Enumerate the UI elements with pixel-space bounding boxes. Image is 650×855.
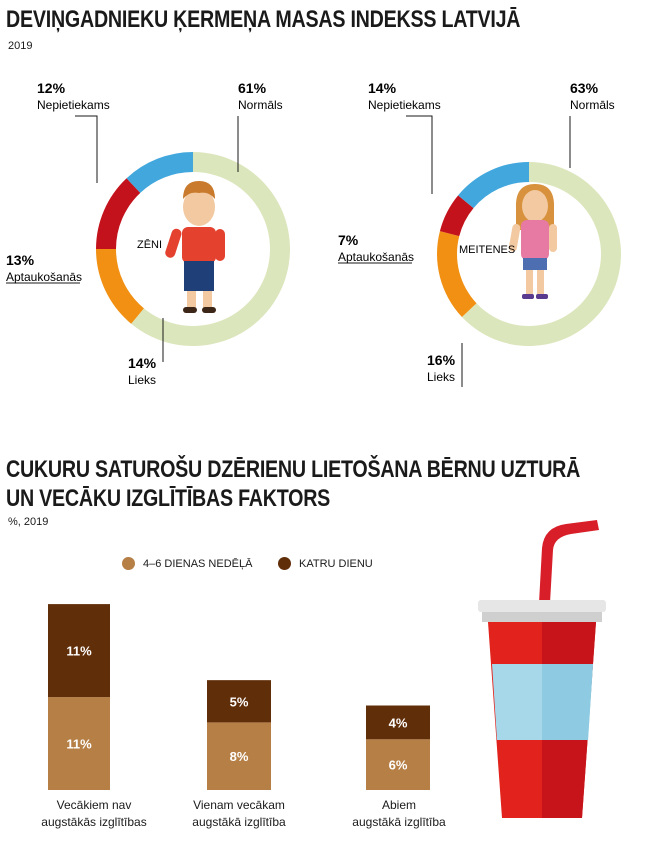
legend-swatch-light <box>122 557 135 570</box>
sugar-chart-title-line2: UN VECĀKU IZGLĪTĪBAS FAKTORS <box>6 485 331 512</box>
bar-value-label: 8% <box>230 749 249 764</box>
bmi-donut-charts: 61% Normāls 14% Lieks 13% Aptaukošanās 12% Nepi… <box>6 80 622 387</box>
bar-value-label: 11% <box>66 644 92 659</box>
slice-category-label: Nepietiekams <box>37 98 110 112</box>
slice-value-label: 63% <box>570 80 599 96</box>
slice-category-label: Aptaukošanās <box>6 270 82 284</box>
donut-0: 61% Normāls 14% Lieks 13% Aptaukošanās 12% Nepi… <box>6 80 290 387</box>
donut-slice-lieks <box>437 231 477 317</box>
leader-line <box>75 115 98 183</box>
legend-swatch-dark <box>278 557 291 570</box>
donut-slice-nepietiekams <box>126 152 193 193</box>
bmi-chart-subtitle: 2019 <box>8 40 33 52</box>
sugar-chart-subtitle: %, 2019 <box>8 516 49 528</box>
category-label-one-parent-higher-ed: Vienam vecākam augstākā izglītība <box>159 797 319 831</box>
bar-series-group: 11% 11% 8% 5% 6% 4% <box>48 604 430 790</box>
category-label-line: augstākā izglītība <box>192 815 286 829</box>
legend-label-every-day: KATRU DIENU <box>299 557 373 570</box>
legend-item-4-6-days: 4–6 DIENAS NEDĒĻĀ <box>122 557 252 570</box>
donut-1: 63% Normāls 16% Lieks 7% Aptaukošanās 14% Nepie… <box>338 80 622 387</box>
donut-slice-normāls <box>131 152 290 346</box>
donut-slice-aptaukošanās <box>439 195 474 237</box>
donut-slice-normāls <box>461 162 622 346</box>
slice-category-label: Aptaukošanās <box>338 250 414 264</box>
slice-value-label: 7% <box>338 232 359 248</box>
sugar-chart-title-line1: CUKURU SATUROŠU DZĒRIENU LIETOŠANA BĒRNU… <box>6 456 581 483</box>
bar-segment-every-day <box>207 680 271 723</box>
boy-illustration-icon <box>165 181 225 313</box>
bar-segment-every-day <box>48 604 110 698</box>
category-label-both-parents-higher-ed: Abiem augstākā izglītība <box>319 797 479 831</box>
category-label-no-higher-ed: Vecākiem nav augstākās izglītības <box>14 797 174 831</box>
bmi-chart-title: DEVIŅGADNIEKU ĶERMEŅA MASAS INDEKSS LATV… <box>6 6 521 33</box>
donut-center-label: MEITENES <box>459 244 515 256</box>
bar-value-label: 4% <box>389 715 408 730</box>
donut-center-label: ZĒNI <box>137 239 162 251</box>
bar-segment-4-6-days <box>48 697 110 790</box>
donut-slice-lieks <box>96 249 144 324</box>
legend-label-4-6-days: 4–6 DIENAS NEDĒĻĀ <box>143 557 253 570</box>
category-label-line: augstākā izglītība <box>352 815 446 829</box>
bar-value-label: 5% <box>230 694 249 709</box>
slice-category-label: Nepietiekams <box>368 98 441 112</box>
bar-segment-every-day <box>366 705 430 740</box>
slice-value-label: 16% <box>427 352 456 368</box>
category-label-line: Vecākiem nav <box>56 798 132 812</box>
bar-segment-4-6-days <box>207 722 271 790</box>
slice-value-label: 12% <box>37 80 66 96</box>
slice-value-label: 14% <box>368 80 397 96</box>
bar-value-label: 6% <box>389 758 408 773</box>
category-label-line: Vienam vecākam <box>193 798 285 812</box>
slice-value-label: 13% <box>6 252 35 268</box>
slice-value-label: 61% <box>238 80 267 96</box>
slice-category-label: Normāls <box>570 98 615 112</box>
category-label-line: Abiem <box>381 798 416 812</box>
category-label-line: augstākās izglītības <box>41 815 147 829</box>
girl-illustration-icon <box>508 184 557 299</box>
slice-category-label: Normāls <box>238 98 283 112</box>
slice-category-label: Lieks <box>427 370 455 384</box>
slice-category-label: Lieks <box>128 373 156 387</box>
bar-value-label: 11% <box>66 737 92 752</box>
soda-cup-icon <box>478 520 606 818</box>
donut-slice-aptaukošanās <box>96 178 141 249</box>
slice-value-label: 14% <box>128 355 157 371</box>
legend-item-every-day: KATRU DIENU <box>278 557 373 570</box>
donut-slice-nepietiekams <box>458 162 529 209</box>
leader-line <box>406 115 433 194</box>
bar-segment-4-6-days <box>366 739 430 790</box>
